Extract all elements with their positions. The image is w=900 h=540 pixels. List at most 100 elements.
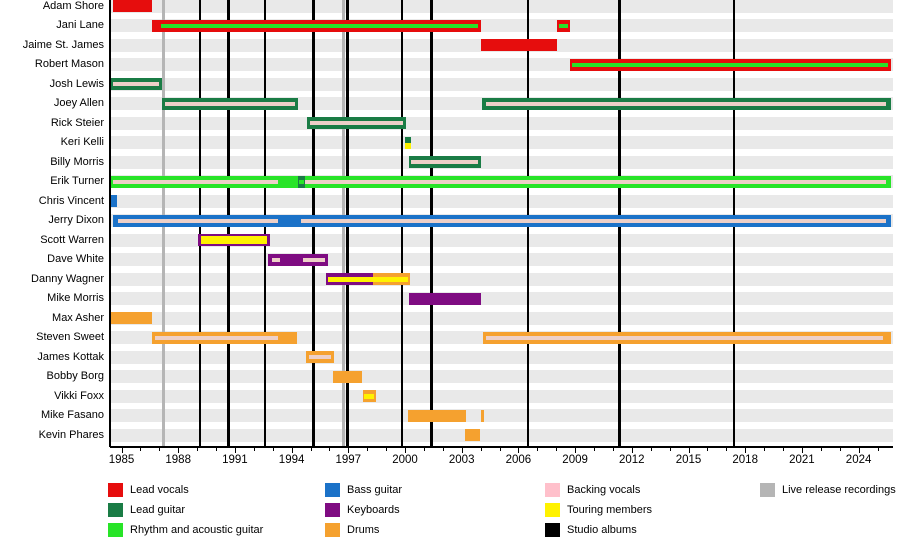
x-axis-major-tick: [291, 447, 293, 453]
timeline-bar-lead_vocals: [112, 0, 152, 12]
member-label: Billy Morris: [50, 155, 104, 168]
legend-label: Bass guitar: [347, 484, 403, 496]
role-stripe-backing_vocals: [117, 218, 279, 223]
legend-swatch-darkgreen: [108, 503, 123, 517]
role-stripe-backing_vocals: [309, 121, 404, 125]
x-axis-minor-tick: [499, 447, 501, 451]
x-axis-major-tick: [631, 447, 633, 453]
x-axis-year-label: 2021: [789, 454, 815, 466]
x-axis-minor-tick: [310, 447, 312, 451]
timeline-bar-drums: [480, 409, 485, 422]
x-axis-major-tick: [348, 447, 350, 453]
x-axis-year-label: 2000: [392, 454, 418, 466]
row-band: [110, 350, 893, 364]
member-label: Max Asher: [52, 311, 104, 324]
role-stripe-backing_vocals: [304, 179, 886, 184]
x-axis-year-label: 2024: [845, 454, 872, 466]
member-label: Jani Lane: [56, 19, 104, 31]
legend-label: Rhythm and acoustic guitar: [130, 524, 264, 536]
timeline-bar-drums: [407, 409, 467, 422]
x-axis-major-tick: [745, 447, 747, 453]
row-band: [110, 409, 893, 422]
member-label: Keri Kelli: [60, 136, 104, 148]
x-axis-year-label: 2009: [562, 454, 588, 466]
x-axis-major-tick: [461, 447, 463, 453]
role-stripe-touring: [328, 276, 408, 282]
row-band: [110, 155, 893, 169]
member-label: Jaime St. James: [22, 38, 104, 51]
member-label: Danny Wagner: [31, 272, 104, 285]
row-band: [110, 272, 893, 286]
member-label: Adam Shore: [42, 0, 104, 12]
legend-label: Drums: [347, 524, 380, 536]
x-axis-major-tick: [234, 447, 236, 453]
role-stripe-backing_vocals: [486, 335, 884, 340]
x-axis-major-tick: [121, 447, 123, 453]
row-band: [110, 311, 893, 325]
row-band: [110, 194, 893, 208]
x-axis-year-label: 1994: [278, 454, 305, 466]
row-band: [110, 116, 893, 130]
x-axis-major-tick: [178, 447, 180, 453]
x-axis-year-label: 2018: [732, 454, 758, 466]
role-stripe-backing_vocals: [164, 101, 296, 106]
timeline-bar-lead_guitar: [405, 136, 411, 143]
x-axis-major-tick: [518, 447, 520, 453]
legend-swatch-purple: [325, 503, 340, 517]
row-band: [110, 0, 893, 13]
x-axis-minor-tick: [216, 447, 217, 451]
legend-swatch-pink: [545, 483, 560, 497]
x-axis-major-tick: [801, 447, 803, 453]
x-axis-minor-tick: [556, 447, 558, 451]
member-label: Josh Lewis: [49, 77, 104, 90]
role-stripe-backing_vocals: [271, 257, 281, 262]
timeline-bar-touring: [405, 142, 411, 149]
role-stripe-rhythm_guitar: [161, 23, 478, 28]
role-stripe-touring: [200, 236, 268, 244]
x-axis-year-label: 1991: [222, 454, 248, 466]
legend-label: Lead vocals: [130, 484, 189, 496]
role-stripe-backing_vocals: [301, 218, 886, 223]
row-band: [110, 233, 893, 247]
x-axis-minor-tick: [197, 447, 199, 451]
x-axis-minor-tick: [386, 447, 388, 451]
legend-swatch-blue: [325, 483, 340, 497]
legend-label: Live release recordings: [782, 484, 896, 496]
x-axis-year-label: 1985: [108, 454, 135, 466]
legend-swatch-orange: [325, 523, 340, 537]
x-axis-minor-tick: [594, 447, 595, 451]
x-axis-minor-tick: [537, 447, 539, 451]
member-label: Dave White: [47, 253, 104, 265]
role-stripe-rhythm_guitar: [299, 179, 304, 184]
timeline-bar-keyboards: [408, 292, 481, 305]
x-axis-minor-tick: [707, 447, 709, 451]
x-axis-year-label: 2015: [675, 454, 702, 466]
role-stripe-backing_vocals: [112, 82, 160, 86]
role-stripe-backing_vocals: [410, 160, 478, 164]
timeline-bar-drums: [333, 370, 362, 383]
x-axis-year-label: 2006: [505, 454, 532, 466]
member-label: Erik Turner: [50, 175, 104, 187]
role-stripe-rhythm_guitar: [572, 62, 888, 67]
legend-label: Backing vocals: [567, 484, 641, 496]
member-label: Rick Steier: [50, 116, 104, 129]
x-axis-minor-tick: [442, 447, 444, 451]
legend-label: Studio albums: [567, 524, 637, 536]
role-stripe-backing_vocals: [112, 179, 279, 184]
x-axis-major-tick: [405, 447, 406, 453]
role-stripe-backing_vocals: [302, 257, 325, 262]
role-stripe-backing_vocals: [308, 355, 332, 359]
x-axis-major-tick: [858, 447, 860, 453]
role-stripe-rhythm_guitar: [559, 23, 568, 28]
row-band: [110, 292, 893, 305]
legend-label: Lead guitar: [130, 504, 186, 516]
x-axis-year-label: 2012: [619, 454, 645, 466]
x-axis-minor-tick: [140, 447, 142, 451]
x-axis-major-tick: [688, 447, 690, 453]
member-label: Chris Vincent: [38, 194, 104, 207]
x-axis-minor-tick: [726, 447, 728, 451]
row-band: [110, 136, 893, 149]
member-label: Mike Morris: [47, 292, 104, 304]
x-axis-minor-tick: [839, 447, 841, 451]
